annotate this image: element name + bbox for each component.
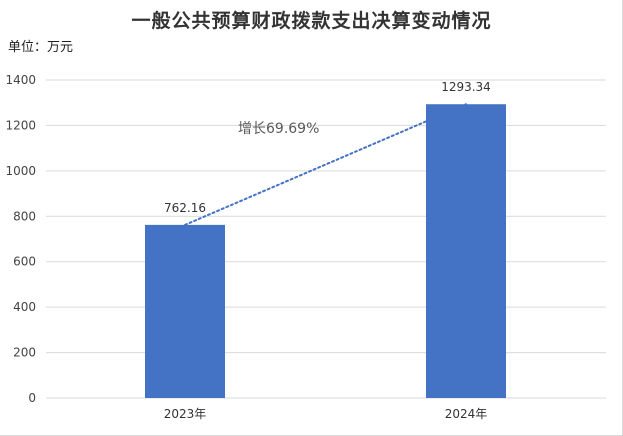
x-tick-label-2023年: 2023年 bbox=[164, 407, 207, 421]
y-tick-label-600: 600 bbox=[13, 255, 36, 269]
trend-line bbox=[184, 103, 467, 226]
growth-annotation: 增长69.69% bbox=[238, 121, 319, 137]
data-label-2024年: 1293.34 bbox=[441, 80, 491, 94]
y-tick-label-200: 200 bbox=[13, 346, 36, 360]
y-tick-label-400: 400 bbox=[13, 300, 36, 314]
y-tick-label-800: 800 bbox=[13, 209, 36, 223]
data-label-2023年: 762.16 bbox=[164, 201, 206, 215]
y-tick-label-1400: 1400 bbox=[5, 73, 36, 87]
bar-2023年 bbox=[145, 224, 225, 398]
x-tick-label-2024年: 2024年 bbox=[445, 407, 488, 421]
chart-title: 一般公共预算财政拨款支出决算变动情况 bbox=[131, 10, 492, 32]
y-tick-label-0: 0 bbox=[28, 391, 36, 405]
y-tick-label-1200: 1200 bbox=[5, 118, 36, 132]
bar-2024年 bbox=[426, 104, 506, 399]
unit-label: 单位：万元 bbox=[8, 40, 74, 55]
y-tick-label-1000: 1000 bbox=[5, 164, 36, 178]
